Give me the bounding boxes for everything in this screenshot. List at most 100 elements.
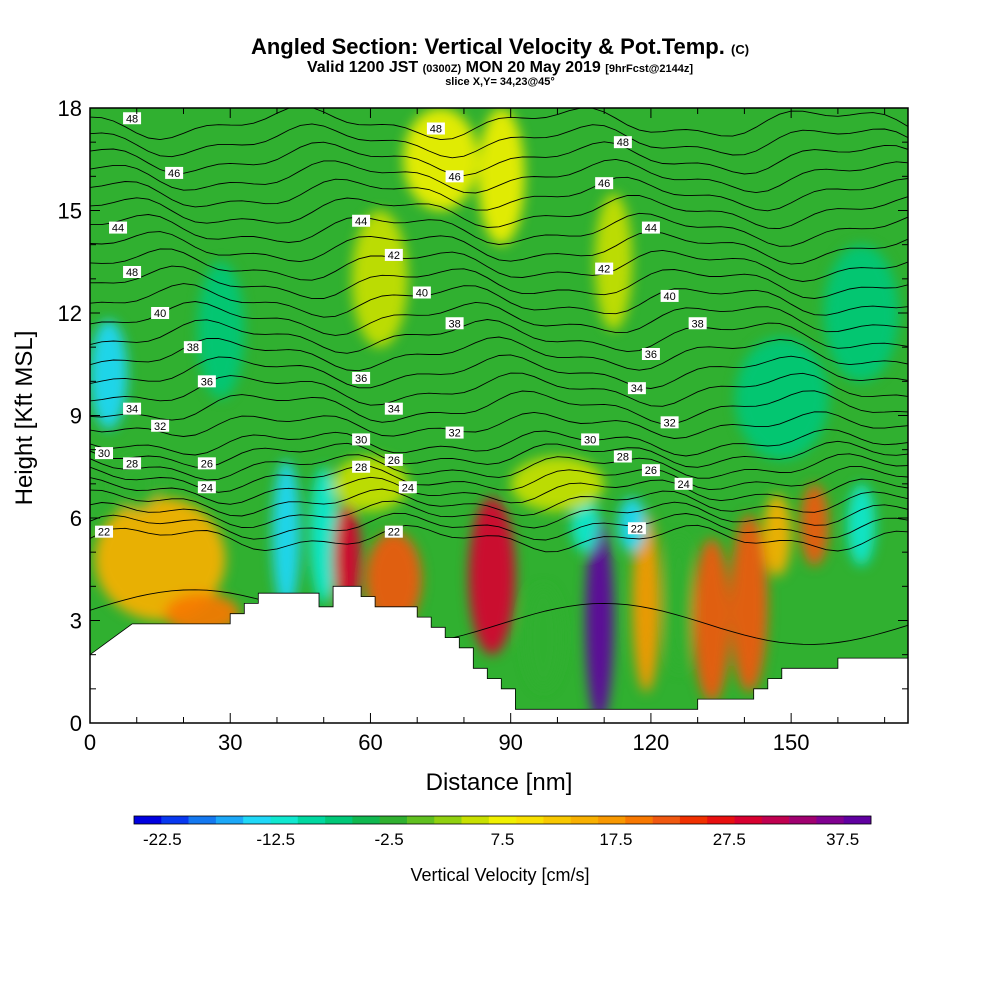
theta-contour-label: 46 xyxy=(595,177,614,190)
theta-contour xyxy=(90,453,908,481)
theta-contour xyxy=(90,231,908,265)
colorbar-swatch xyxy=(625,816,653,824)
theta-contour xyxy=(90,265,908,300)
colorbar-swatch xyxy=(789,816,817,824)
theta-contour xyxy=(90,301,908,336)
theta-contour-label: 30 xyxy=(581,433,600,446)
theta-contour-label: 46 xyxy=(445,170,464,183)
x-tick-label: 0 xyxy=(84,730,96,755)
colorbar-swatch xyxy=(352,816,380,824)
theta-contour-label: 26 xyxy=(384,453,403,467)
theta-contour xyxy=(90,336,908,372)
theta-contour xyxy=(90,123,908,159)
velocity-cell xyxy=(197,261,245,399)
theta-contour-label: 40 xyxy=(660,289,679,303)
colorbar-swatch xyxy=(161,816,189,824)
velocity-cell xyxy=(664,535,693,672)
theta-contour-label: 32 xyxy=(445,426,464,440)
x-tick-label: 150 xyxy=(773,730,810,755)
theta-contour-label: 44 xyxy=(641,221,660,235)
colorbar-swatch xyxy=(679,816,708,824)
theta-contour xyxy=(90,465,908,493)
svg-text:40: 40 xyxy=(154,308,166,320)
colorbar-swatch xyxy=(598,816,626,824)
svg-text:24: 24 xyxy=(678,479,690,491)
svg-text:44: 44 xyxy=(355,216,367,228)
svg-text:30: 30 xyxy=(355,434,367,446)
colorbar-swatch xyxy=(297,816,326,824)
velocity-cell xyxy=(468,497,516,655)
velocity-cell xyxy=(510,456,605,512)
theta-contour-label: 36 xyxy=(352,371,371,385)
y-tick-label: 18 xyxy=(58,96,82,121)
theta-contour xyxy=(90,319,908,354)
theta-contour xyxy=(90,176,908,212)
theta-contour-label: 48 xyxy=(123,112,142,125)
theta-contour xyxy=(90,500,908,529)
theta-contour xyxy=(90,158,908,194)
svg-text:48: 48 xyxy=(617,137,629,149)
svg-text:46: 46 xyxy=(448,171,460,183)
svg-text:32: 32 xyxy=(154,421,166,433)
colorbar-swatch xyxy=(379,816,408,824)
colorbar-swatch xyxy=(434,816,462,824)
theta-contour-label: 42 xyxy=(595,262,614,276)
theta-contour-label: 34 xyxy=(384,402,403,416)
theta-contour xyxy=(90,283,908,318)
svg-text:30: 30 xyxy=(98,448,110,460)
svg-text:48: 48 xyxy=(126,113,138,125)
svg-text:40: 40 xyxy=(663,291,675,303)
theta-contour-label: 22 xyxy=(95,525,114,539)
svg-text:28: 28 xyxy=(355,462,367,474)
theta-contour-label: 36 xyxy=(641,348,660,361)
svg-text:32: 32 xyxy=(448,428,460,440)
x-tick-label: 60 xyxy=(358,730,382,755)
colorbar-swatch xyxy=(707,816,735,824)
slice-info: slice X,Y= 34,23@45° xyxy=(445,76,555,88)
colorbar-swatch xyxy=(461,816,490,824)
theta-contour-label: 48 xyxy=(613,136,632,149)
svg-text:42: 42 xyxy=(388,250,400,262)
svg-text:44: 44 xyxy=(112,223,124,235)
colorbar-tick-label: -12.5 xyxy=(256,830,295,849)
theta-contour xyxy=(90,428,908,457)
colorbar-tick-label: -22.5 xyxy=(143,830,182,849)
colorbar-swatch xyxy=(816,816,845,824)
velocity-cell xyxy=(365,531,422,628)
colorbar-swatch xyxy=(488,816,517,824)
chart-title: Angled Section: Vertical Velocity & Pot.… xyxy=(250,34,750,59)
colorbar-swatch xyxy=(570,816,599,824)
x-axis-title: Distance [nm] xyxy=(426,769,573,796)
colorbar-tick-label: 17.5 xyxy=(599,830,632,849)
velocity-cell xyxy=(847,483,876,566)
x-tick-label: 30 xyxy=(218,730,242,755)
y-tick-label: 12 xyxy=(58,301,82,326)
velocity-cell xyxy=(90,319,128,430)
theta-contour-label: 30 xyxy=(352,433,371,446)
theta-contour-label: 32 xyxy=(151,419,170,433)
velocity-cell xyxy=(477,108,525,245)
theta-contour xyxy=(90,248,908,282)
theta-contour xyxy=(90,141,908,177)
theta-contour-label: 24 xyxy=(398,481,417,494)
theta-contour-label: 48 xyxy=(426,122,445,136)
theta-contour xyxy=(90,194,908,230)
colorbar-swatch xyxy=(843,816,872,824)
theta-contour xyxy=(90,524,908,553)
theta-contour xyxy=(90,372,908,407)
theta-contour xyxy=(90,589,908,645)
theta-contour-label: 44 xyxy=(352,214,371,228)
y-tick-label: 15 xyxy=(58,199,82,224)
svg-text:28: 28 xyxy=(617,452,629,464)
theta-contour-label: 42 xyxy=(384,248,403,262)
theta-contour xyxy=(90,108,908,141)
theta-contour xyxy=(90,212,908,247)
theta-contour-label: 36 xyxy=(197,375,216,388)
colorbar-swatch xyxy=(406,816,435,824)
svg-text:38: 38 xyxy=(187,342,199,354)
svg-text:46: 46 xyxy=(598,178,610,190)
velocity-field: 48 46 44 48 40 38 36 34 32 30 28 26 24 22 48 46 44 42 40 38… xyxy=(90,108,908,723)
colorbar-title: Vertical Velocity [cm/s] xyxy=(410,865,589,885)
velocity-cell xyxy=(632,514,661,693)
